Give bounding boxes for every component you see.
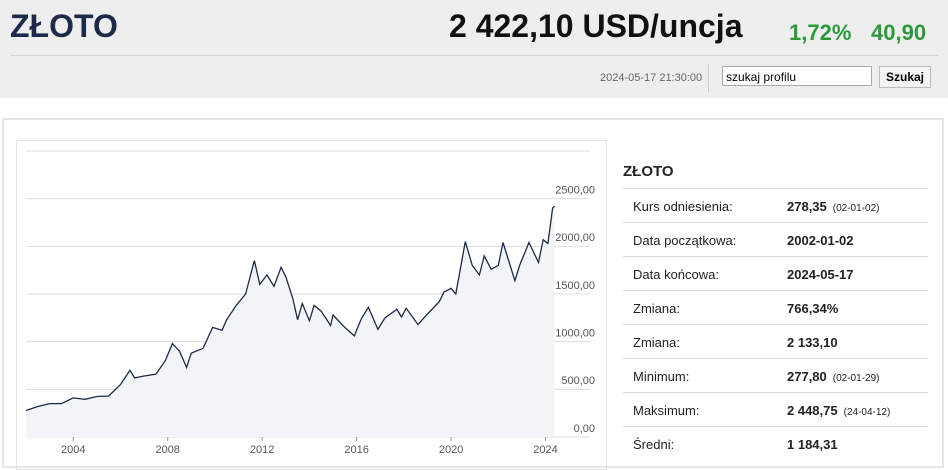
table-row: Maksimum: 2 448,75 (24-04-12) [623,392,928,427]
table-row: Minimum: 277,80 (02-01-29) [623,358,928,393]
search-input[interactable]: szukaj profilu [722,66,872,86]
row-value: 277,80 [787,369,827,384]
row-label: Maksimum: [633,403,700,418]
y-tick-label: 0,00 [574,423,595,435]
y-tick-label: 1500,00 [555,280,595,292]
y-tick-label: 2000,00 [555,232,595,244]
row-value: 278,35 [787,199,827,214]
row-value-wrap: 2 448,75 (24-04-12) [787,403,890,418]
row-value-wrap: 2024-05-17 [787,267,854,282]
row-label: Zmiana: [633,301,680,316]
price-line [25,205,555,412]
row-value: 2002-01-02 [787,233,854,248]
y-tick-label: 1000,00 [555,328,595,340]
x-tick-label: 2004 [61,444,85,456]
row-value: 2 133,10 [787,335,838,350]
row-label: Data końcowa: [633,267,719,282]
row-value-wrap: 1 184,31 [787,437,838,452]
x-tick-label: 2012 [250,444,274,456]
change-pct: 1,72% [789,20,852,45]
x-tick-label: 2020 [439,444,463,456]
table-row: Średni: 1 184,31 [623,426,928,461]
row-value: 766,34% [787,301,839,316]
row-value: 1 184,31 [787,437,838,452]
row-value-wrap: 277,80 (02-01-29) [787,369,879,384]
title: ZŁOTO [10,8,118,44]
table-row: Zmiana: 2 133,10 [623,324,928,359]
table-row: Kurs odniesienia: 278,35 (02-01-02) [623,188,928,223]
row-value: 2024-05-17 [787,267,854,282]
row-label: Średni: [633,437,675,452]
table-row: Data początkowa: 2002-01-02 [623,222,928,257]
area [26,206,555,437]
y-tick-label: 500,00 [561,375,595,387]
row-note: (24-04-12) [843,407,891,418]
table-row: Data końcowa: 2024-05-17 [623,256,928,291]
row-value-wrap: 766,34% [787,301,838,316]
row-label: Zmiana: [633,335,680,350]
row-value-wrap: 2002-01-02 [787,233,854,248]
y-tick-label: 2500,00 [555,185,595,197]
table-title: ZŁOTO [623,163,674,180]
row-value: 2 448,75 [787,403,838,418]
x-tick-label: 2024 [533,444,557,456]
change-abs: 40,90 [871,20,927,45]
row-label: Data początkowa: [633,233,737,248]
x-tick-label: 2008 [155,444,179,456]
price: 2 422,10 USD/uncja [449,8,743,44]
row-label: Minimum: [633,369,690,384]
x-tick-label: 2016 [344,444,368,456]
divider [708,64,709,92]
timestamp: 2024-05-17 21:30:00 [600,72,703,84]
header: ZŁOTO 2 422,10 USD/uncja 1,72% 40,90 202… [0,0,948,98]
chart: 0,00 500,00 1000,00 1500,00 2000,00 2500,00 20… [25,150,595,456]
search-button[interactable]: Szukaj [879,66,931,88]
row-note: (02-01-02) [832,203,880,214]
separator [10,55,938,56]
row-value-wrap: 278,35 (02-01-02) [787,199,879,214]
row-label: Kurs odniesienia: [633,199,733,214]
row-value-wrap: 2 133,10 [787,335,838,350]
row-note: (02-01-29) [832,373,880,384]
table-row: Zmiana: 766,34% [623,290,928,325]
